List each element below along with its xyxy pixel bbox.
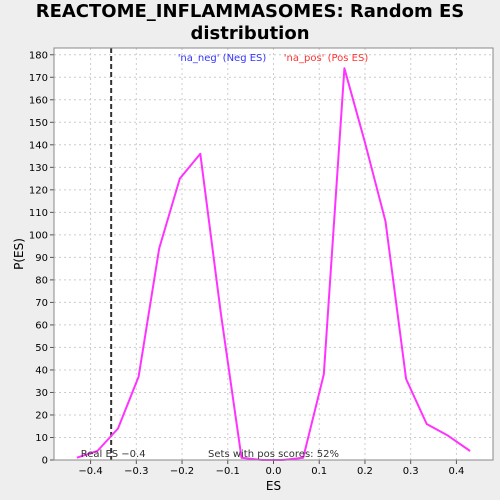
x-tick-label: 0.0 bbox=[266, 466, 282, 477]
legend-entry-neg: 'na_neg' (Neg ES) bbox=[178, 53, 267, 64]
x-tick-label: −0.2 bbox=[170, 466, 194, 477]
x-tick-label: −0.4 bbox=[78, 466, 102, 477]
x-tick-label: −0.3 bbox=[124, 466, 148, 477]
y-tick-label: 170 bbox=[29, 73, 48, 84]
y-tick-label: 180 bbox=[29, 50, 48, 61]
y-tick-label: 90 bbox=[35, 253, 48, 264]
y-tick-label: 0 bbox=[42, 456, 48, 467]
y-tick-label: 50 bbox=[35, 343, 48, 354]
x-tick-label: 0.3 bbox=[403, 466, 419, 477]
y-tick-label: 20 bbox=[35, 410, 48, 421]
y-tick-label: 30 bbox=[35, 388, 48, 399]
y-tick-label: 100 bbox=[29, 230, 48, 241]
y-tick-label: 10 bbox=[35, 433, 48, 444]
y-tick-label: 140 bbox=[29, 140, 48, 151]
y-tick-label: 160 bbox=[29, 95, 48, 106]
pos-scores-annotation: Sets with pos scores: 52% bbox=[208, 449, 339, 460]
chart-title: REACTOME_INFLAMMASOMES: Random ES distri… bbox=[35, 1, 465, 44]
x-tick-label: 0.4 bbox=[448, 466, 464, 477]
y-axis-title: P(ES) bbox=[12, 238, 26, 270]
grid bbox=[54, 48, 493, 461]
y-tick-label: 150 bbox=[29, 118, 48, 129]
legend-entry-pos: 'na_pos' (Pos ES) bbox=[284, 53, 369, 64]
x-axis-title: ES bbox=[266, 479, 281, 493]
plot-frame bbox=[53, 47, 494, 461]
x-tick-label: −0.1 bbox=[216, 466, 240, 477]
y-tick-label: 120 bbox=[29, 185, 48, 196]
y-tick-label: 80 bbox=[35, 275, 48, 286]
axis-ticks: 0 10 20 30 40 50 60 70 80 90 100 110 120 130 140 150 160… bbox=[29, 50, 464, 477]
y-tick-label: 40 bbox=[35, 365, 48, 376]
x-tick-label: 0.2 bbox=[357, 466, 373, 477]
y-tick-label: 70 bbox=[35, 298, 48, 309]
y-tick-label: 60 bbox=[35, 320, 48, 331]
real-es-label: Real ES −0.4 bbox=[81, 449, 146, 460]
y-tick-label: 110 bbox=[29, 208, 48, 219]
x-tick-label: 0.1 bbox=[311, 466, 327, 477]
y-tick-label: 130 bbox=[29, 163, 48, 174]
